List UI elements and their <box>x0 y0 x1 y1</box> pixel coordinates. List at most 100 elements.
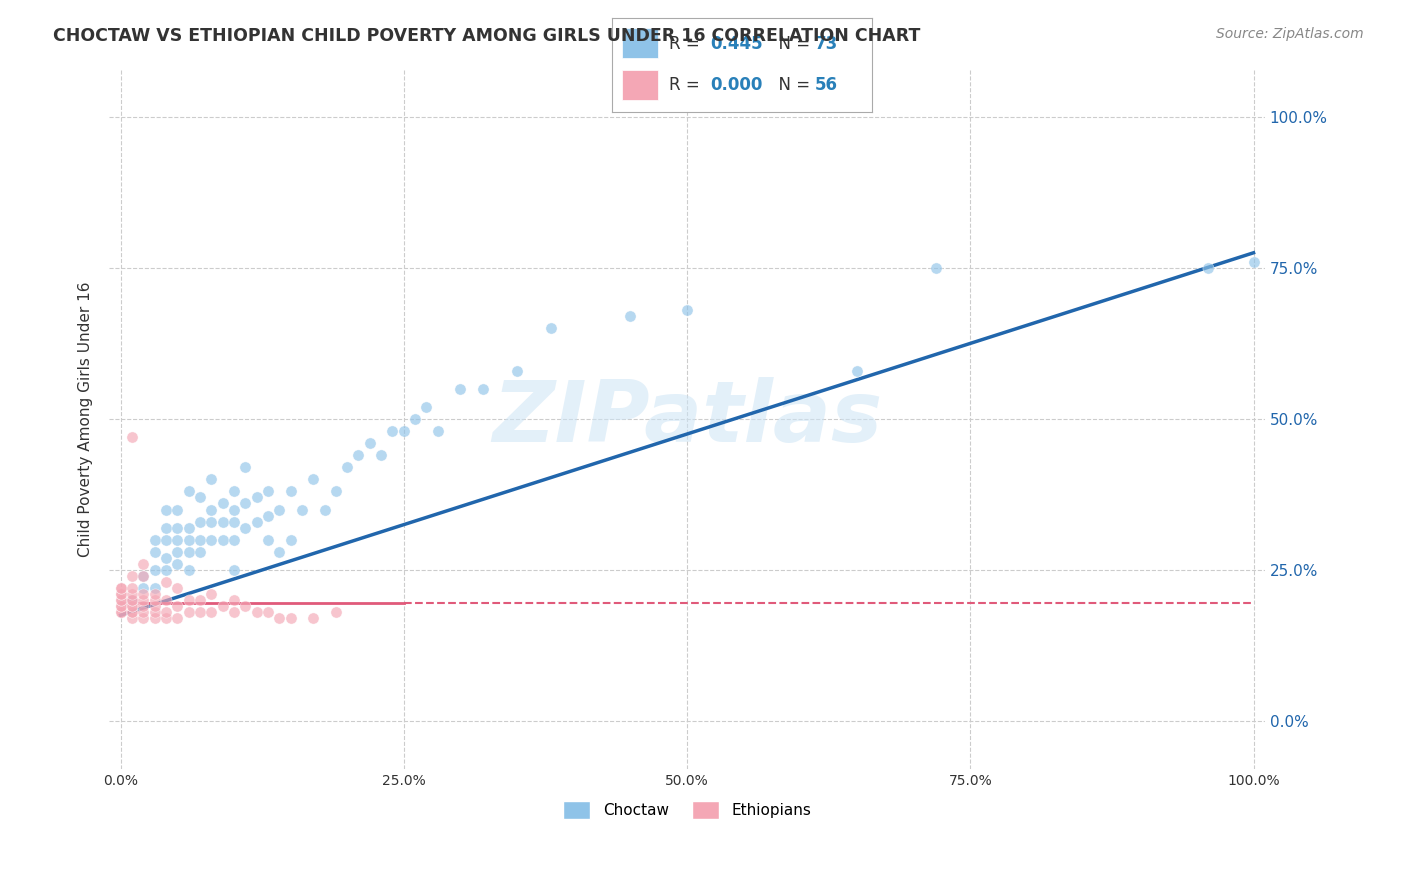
Point <box>143 611 166 625</box>
Point <box>188 533 211 547</box>
Point <box>155 574 177 589</box>
Point <box>110 581 132 595</box>
Point <box>121 569 143 583</box>
Point <box>370 448 392 462</box>
Point <box>132 557 155 571</box>
Text: 0.445: 0.445 <box>710 35 763 53</box>
Point <box>143 599 166 614</box>
Point <box>257 484 280 499</box>
Point <box>222 605 245 619</box>
Point <box>302 611 325 625</box>
Point <box>302 472 325 486</box>
Point <box>359 436 381 450</box>
Point <box>155 521 177 535</box>
Point <box>188 605 211 619</box>
Point <box>233 496 256 510</box>
Point <box>110 599 132 614</box>
Point <box>166 533 188 547</box>
Bar <box>621 70 658 100</box>
Point <box>155 550 177 565</box>
Point <box>177 484 200 499</box>
Point <box>222 515 245 529</box>
Point <box>676 303 699 318</box>
Point <box>110 599 132 614</box>
Point <box>188 593 211 607</box>
Point <box>347 448 370 462</box>
Point <box>177 563 200 577</box>
Point <box>155 611 177 625</box>
Point <box>121 593 143 607</box>
Point <box>155 593 177 607</box>
Point <box>177 533 200 547</box>
Point <box>166 557 188 571</box>
Point <box>846 363 869 377</box>
Point <box>132 593 155 607</box>
Point <box>200 472 222 486</box>
Text: R =: R = <box>669 35 704 53</box>
Point <box>132 569 155 583</box>
Point <box>132 611 155 625</box>
Point <box>233 599 256 614</box>
Point <box>200 515 222 529</box>
Point <box>132 599 155 614</box>
Point <box>325 605 347 619</box>
Point <box>121 587 143 601</box>
Point <box>121 430 143 444</box>
Point <box>404 412 426 426</box>
Point <box>143 545 166 559</box>
Point <box>155 533 177 547</box>
Point <box>132 587 155 601</box>
Point <box>1197 260 1219 275</box>
Text: ZIPatlas: ZIPatlas <box>492 377 882 460</box>
Point <box>200 605 222 619</box>
Point <box>222 533 245 547</box>
Point <box>211 496 233 510</box>
Point <box>132 605 155 619</box>
Point <box>222 593 245 607</box>
Point <box>121 581 143 595</box>
Point <box>166 502 188 516</box>
Point <box>132 569 155 583</box>
Point <box>392 424 415 438</box>
Point <box>211 533 233 547</box>
Point <box>257 508 280 523</box>
Text: 56: 56 <box>814 76 838 94</box>
Point <box>132 581 155 595</box>
Point <box>188 545 211 559</box>
Text: CHOCTAW VS ETHIOPIAN CHILD POVERTY AMONG GIRLS UNDER 16 CORRELATION CHART: CHOCTAW VS ETHIOPIAN CHILD POVERTY AMONG… <box>53 27 921 45</box>
Point <box>200 587 222 601</box>
Point <box>280 533 302 547</box>
Point <box>110 593 132 607</box>
Point <box>121 611 143 625</box>
Point <box>200 533 222 547</box>
Point <box>619 309 641 323</box>
Point <box>415 400 437 414</box>
Point <box>222 563 245 577</box>
Point <box>472 382 495 396</box>
Point <box>121 593 143 607</box>
Point <box>233 521 256 535</box>
Point <box>269 611 291 625</box>
Point <box>269 502 291 516</box>
Point <box>110 587 132 601</box>
Point <box>177 593 200 607</box>
Point <box>110 587 132 601</box>
Point <box>280 484 302 499</box>
Point <box>143 587 166 601</box>
Text: Source: ZipAtlas.com: Source: ZipAtlas.com <box>1216 27 1364 41</box>
Y-axis label: Child Poverty Among Girls Under 16: Child Poverty Among Girls Under 16 <box>79 281 93 557</box>
Point <box>155 563 177 577</box>
Point <box>188 491 211 505</box>
Point <box>291 502 314 516</box>
Point <box>177 545 200 559</box>
Point <box>245 605 267 619</box>
Point <box>222 502 245 516</box>
Text: N =: N = <box>768 35 815 53</box>
Point <box>121 599 143 614</box>
Point <box>110 605 132 619</box>
Point <box>381 424 404 438</box>
Point <box>257 605 280 619</box>
Point <box>177 521 200 535</box>
Point <box>188 515 211 529</box>
Point <box>540 321 562 335</box>
